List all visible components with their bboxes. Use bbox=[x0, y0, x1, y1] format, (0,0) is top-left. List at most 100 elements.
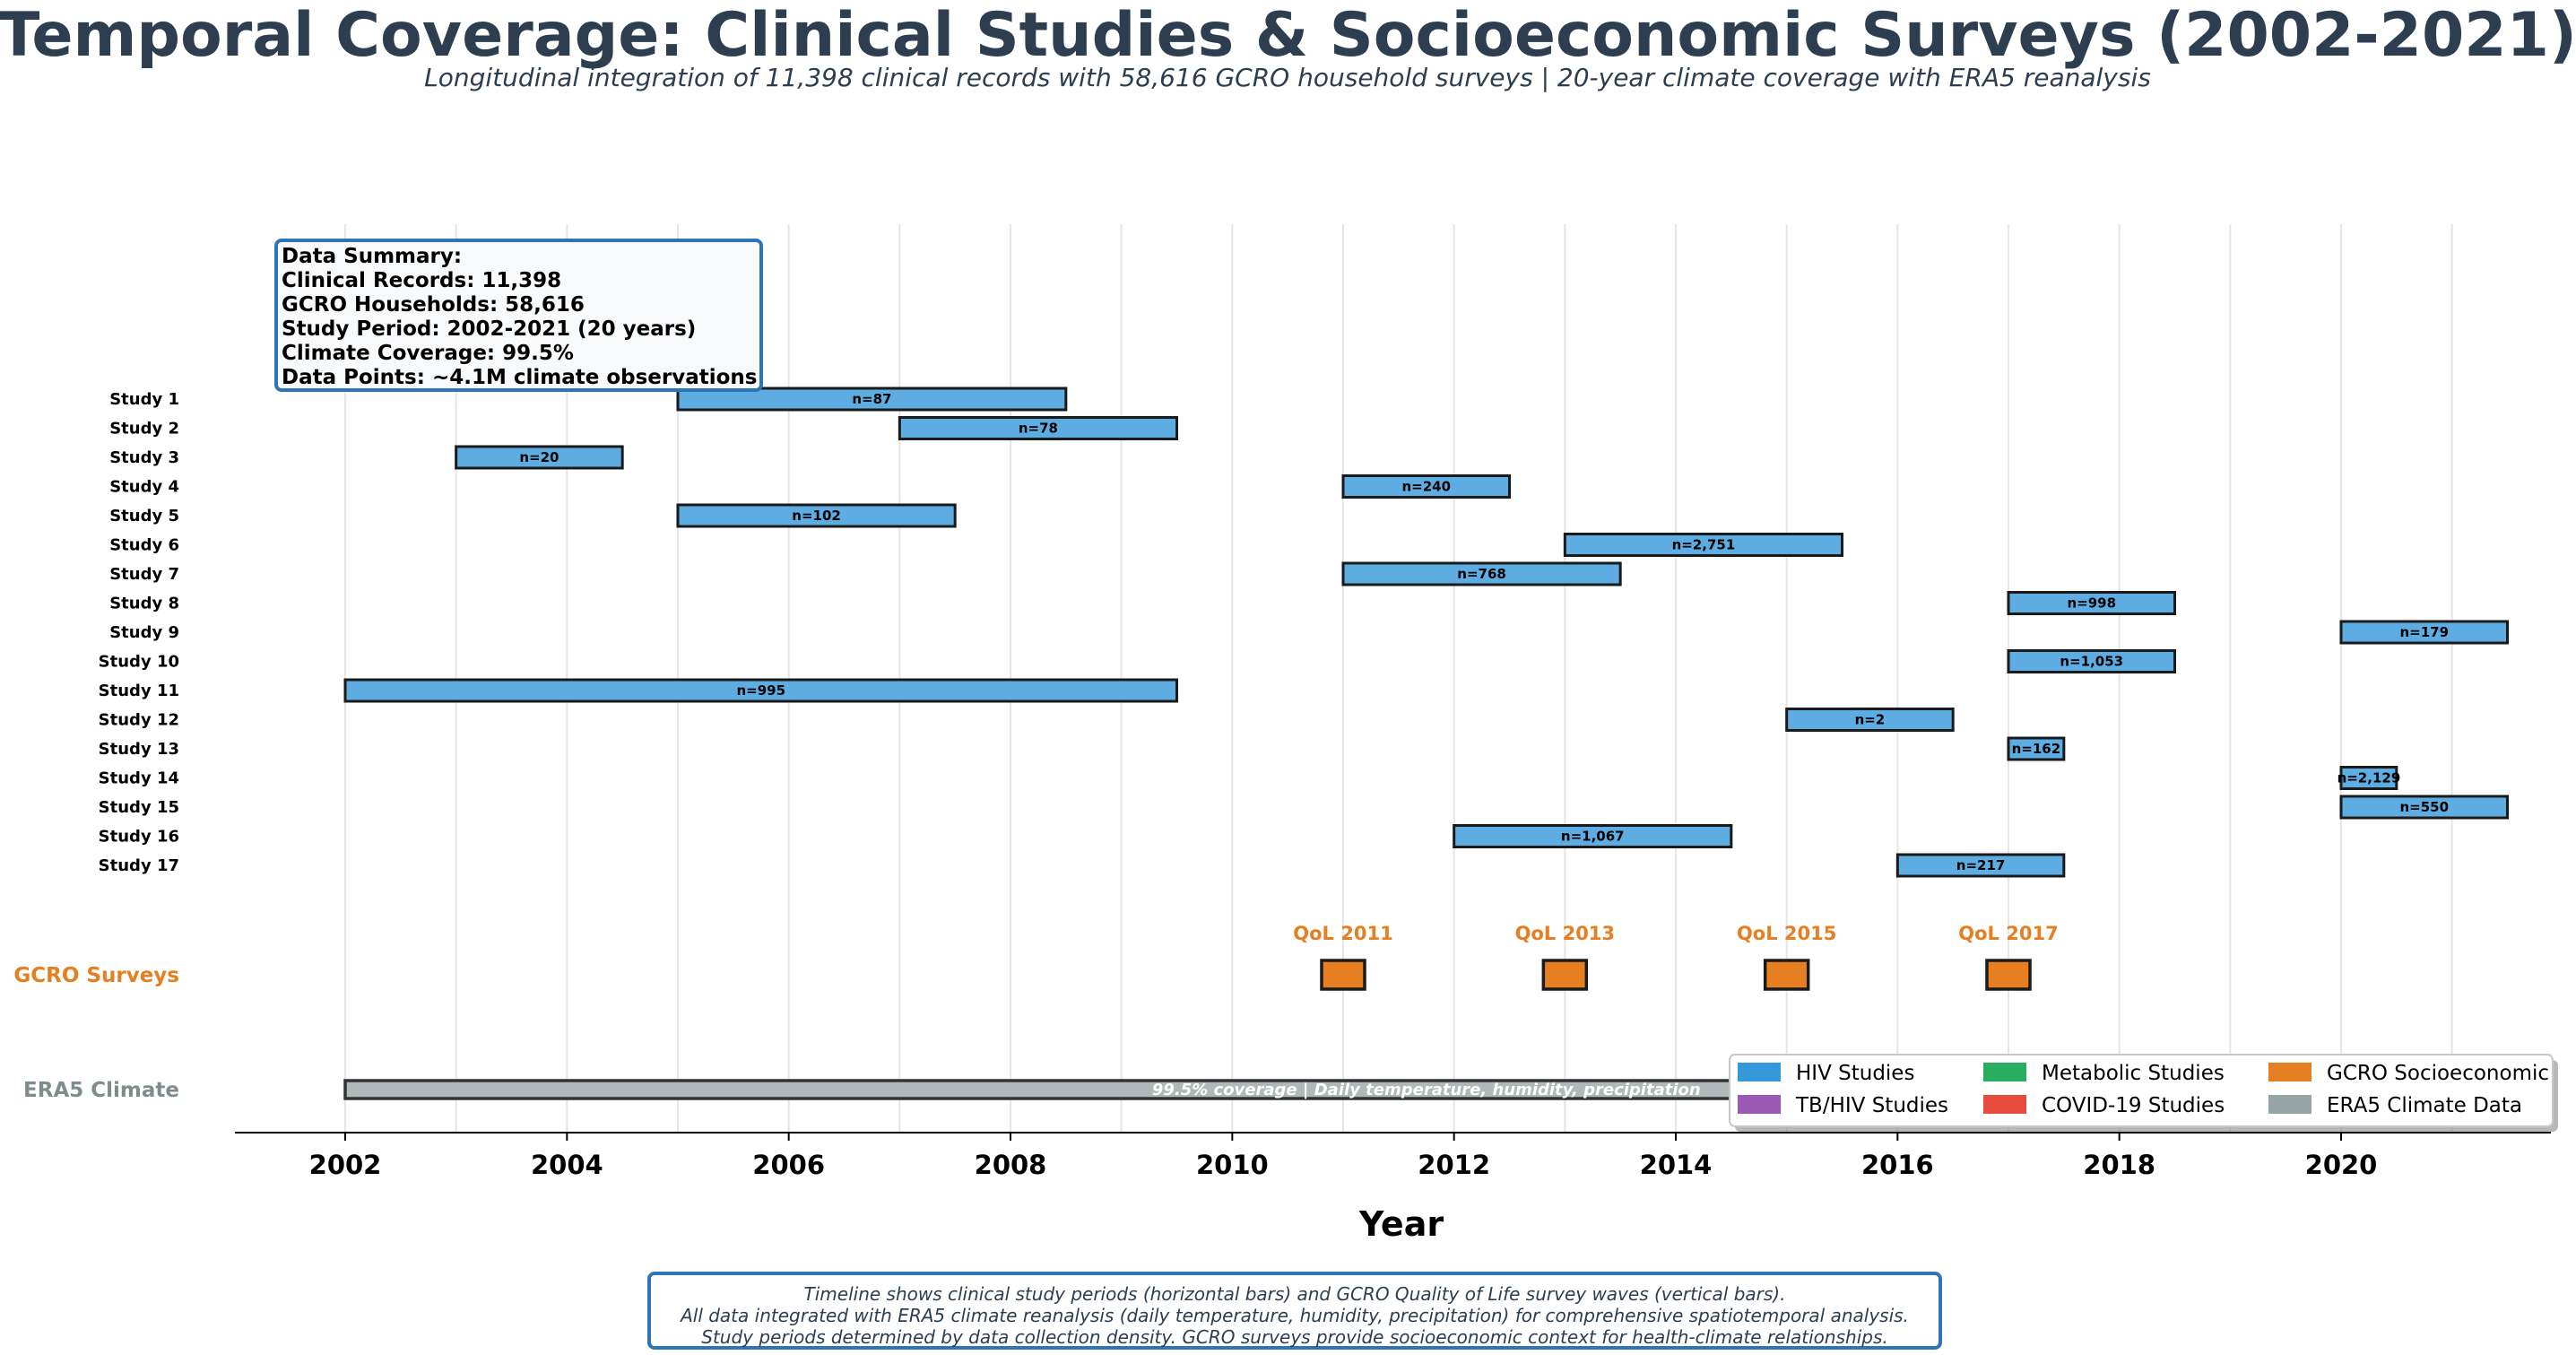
x-tick-label: 2016 bbox=[1861, 1150, 1934, 1180]
study-bar bbox=[2339, 620, 2509, 645]
study-bar-label: n=1,053 bbox=[2060, 654, 2123, 670]
study-bar bbox=[1895, 853, 2066, 878]
x-tick-label: 2020 bbox=[2305, 1150, 2378, 1180]
study-bar-label: n=2,129 bbox=[2337, 770, 2401, 786]
study-bar-label: n=1,067 bbox=[1561, 829, 1625, 845]
legend: HIV Studies Metabolic Studies GCRO Socioec… bbox=[1729, 1054, 2558, 1132]
study-bar bbox=[1453, 824, 1733, 848]
gcro-wave-bar bbox=[1541, 959, 1589, 991]
study-bar bbox=[455, 445, 624, 470]
summary-line: Study Period: 2002-2021 (20 years) bbox=[282, 317, 696, 341]
study-bar-label: n=87 bbox=[852, 391, 891, 407]
study-bar bbox=[2339, 766, 2398, 790]
study-bar bbox=[2007, 649, 2176, 673]
study-bar-label: n=162 bbox=[2012, 741, 2061, 757]
study-bar bbox=[2007, 736, 2066, 761]
era5-row-label: ERA5 Climate bbox=[23, 1079, 179, 1102]
study-labels: Study 1 Study 2 Study 3 Study 4 Study 5 Study… bbox=[99, 390, 179, 875]
legend-label: ERA5 Climate Data bbox=[2327, 1094, 2522, 1117]
study-name: Study 13 bbox=[99, 740, 179, 759]
x-tick-label: 2002 bbox=[309, 1150, 382, 1180]
study-bar bbox=[2007, 591, 2176, 615]
study-bar bbox=[343, 678, 1178, 703]
study-bar-label: n=550 bbox=[2399, 799, 2449, 815]
legend-swatch bbox=[2268, 1095, 2311, 1114]
gcro-wave-bar bbox=[1763, 959, 1810, 991]
study-name: Study 7 bbox=[109, 565, 179, 584]
study-name: Study 12 bbox=[99, 711, 179, 730]
legend-swatch bbox=[2268, 1063, 2311, 1081]
x-tick-label: 2012 bbox=[1418, 1150, 1490, 1180]
x-tick-label: 2004 bbox=[531, 1150, 603, 1180]
footnote-line: Timeline shows clinical study periods (h… bbox=[804, 1283, 1786, 1305]
study-bar bbox=[1341, 561, 1622, 586]
gcro-row-label: GCRO Surveys bbox=[13, 964, 179, 987]
gcro-wave-bar bbox=[1320, 959, 1366, 991]
x-axis-ticks: 2002 2004 2006 2008 2010 2012 2014 2016 2018 2020 bbox=[309, 1133, 2378, 1180]
study-bars: n=87 n=78 n=20 n=240 n=102 n=2,751 n=768 n=998 n… bbox=[343, 387, 2509, 878]
study-name: Study 16 bbox=[99, 828, 179, 847]
data-summary-box: Data Summary:Clinical Records: 11,398GCR… bbox=[274, 239, 763, 392]
era5-note: 99.5% coverage | Daily temperature, humi… bbox=[1152, 1081, 1701, 1099]
summary-line: Data Summary: bbox=[282, 245, 462, 268]
x-axis-title: Year bbox=[1358, 1204, 1444, 1244]
study-bar-label: n=995 bbox=[736, 682, 785, 699]
study-bar bbox=[2339, 795, 2509, 820]
gcro-wave-label: QoL 2013 bbox=[1515, 923, 1615, 944]
study-bar-label: n=78 bbox=[1019, 421, 1058, 437]
study-name: Study 9 bbox=[109, 623, 179, 642]
study-bar-label: n=240 bbox=[1401, 479, 1451, 495]
study-name: Study 11 bbox=[99, 682, 179, 700]
footnote-box: Timeline shows clinical study periods (h… bbox=[647, 1272, 1942, 1350]
study-bar-label: n=768 bbox=[1457, 566, 1506, 582]
legend-swatch bbox=[1738, 1063, 1781, 1081]
study-bar-label: n=179 bbox=[2399, 624, 2449, 640]
study-bar-label: n=20 bbox=[519, 449, 559, 465]
summary-line: Climate Coverage: 99.5% bbox=[282, 342, 574, 365]
study-name: Study 3 bbox=[109, 448, 179, 467]
legend-label: COVID-19 Studies bbox=[2042, 1094, 2225, 1117]
study-bar bbox=[676, 503, 957, 528]
footnote-line: Study periods determined by data collect… bbox=[701, 1326, 1887, 1348]
study-name: Study 4 bbox=[109, 478, 179, 497]
summary-line: Data Points: ~4.1M climate observations bbox=[282, 366, 758, 389]
legend-swatch bbox=[1983, 1095, 2026, 1114]
study-name: Study 2 bbox=[109, 420, 179, 439]
legend-label: Metabolic Studies bbox=[2042, 1062, 2225, 1085]
gcro-wave-label: QoL 2011 bbox=[1293, 923, 1392, 944]
gcro-surveys: GCRO Surveys QoL 2011 QoL 2013 QoL 2015 QoL … bbox=[13, 923, 2059, 991]
study-bar bbox=[1785, 708, 1955, 732]
x-tick-label: 2010 bbox=[1196, 1150, 1269, 1180]
gcro-wave-label: QoL 2017 bbox=[1958, 923, 2058, 944]
x-tick-label: 2006 bbox=[752, 1150, 825, 1180]
legend-label: TB/HIV Studies bbox=[1795, 1094, 1948, 1117]
study-name: Study 10 bbox=[99, 653, 179, 672]
chart-subtitle: Longitudinal integration of 11,398 clini… bbox=[424, 63, 2151, 92]
legend-label: GCRO Socioeconomic bbox=[2327, 1062, 2549, 1085]
legend-swatch bbox=[1738, 1095, 1781, 1114]
study-bar bbox=[898, 416, 1178, 440]
study-name: Study 6 bbox=[109, 536, 179, 555]
study-name: Study 8 bbox=[109, 595, 179, 613]
x-tick-label: 2018 bbox=[2083, 1150, 2155, 1180]
study-bar-label: n=102 bbox=[792, 508, 841, 524]
x-tick-label: 2008 bbox=[975, 1150, 1047, 1180]
study-bar-label: n=2 bbox=[1855, 712, 1886, 728]
summary-line: GCRO Households: 58,616 bbox=[282, 293, 585, 317]
study-name: Study 14 bbox=[99, 769, 179, 788]
study-bar-label: n=998 bbox=[2067, 595, 2116, 612]
study-name: Study 1 bbox=[109, 390, 179, 409]
study-name: Study 17 bbox=[99, 856, 179, 875]
gcro-wave-label: QoL 2015 bbox=[1737, 923, 1836, 944]
gcro-wave-bar bbox=[1985, 959, 2032, 991]
study-bar bbox=[1563, 533, 1844, 557]
study-name: Study 5 bbox=[109, 507, 179, 525]
study-bar-label: n=217 bbox=[1956, 857, 2006, 873]
summary-line: Clinical Records: 11,398 bbox=[282, 269, 561, 292]
study-bar bbox=[1341, 474, 1511, 499]
study-bar-label: n=2,751 bbox=[1672, 537, 1736, 553]
legend-swatch bbox=[1983, 1063, 2026, 1081]
legend-label: HIV Studies bbox=[1796, 1062, 1914, 1085]
x-tick-label: 2014 bbox=[1640, 1150, 1713, 1180]
